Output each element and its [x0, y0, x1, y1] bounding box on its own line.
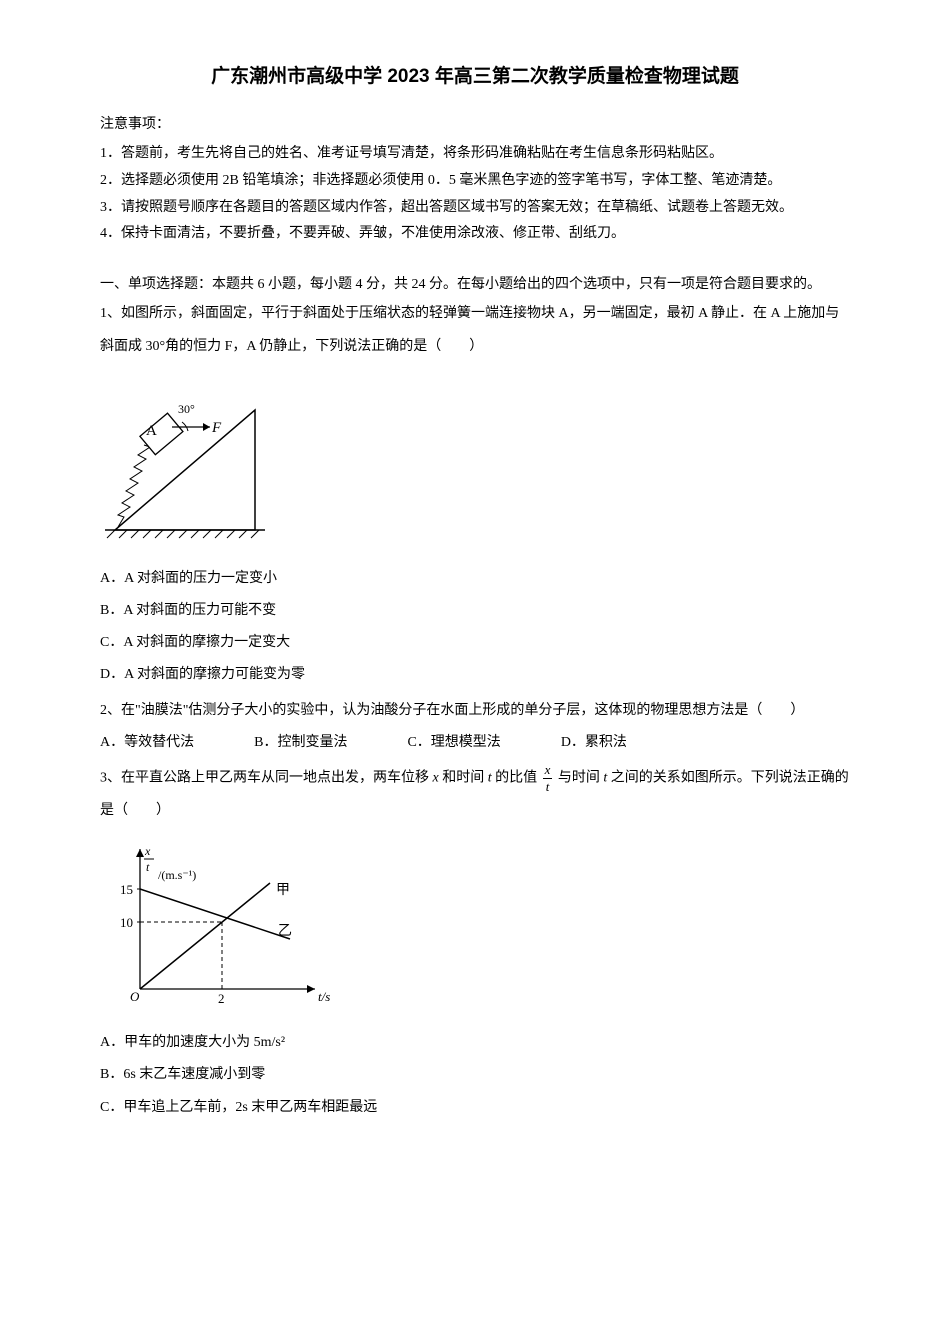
q3-text-mid3: 与时间: [554, 771, 603, 786]
angle-label: 30°: [178, 402, 195, 416]
q2-option-b: B．控制变量法: [254, 728, 347, 759]
q3-text-prefix: 3、在平直公路上甲乙两车从同一地点出发，两车位移: [100, 771, 433, 786]
label-a: A: [146, 423, 157, 439]
notice-item-1: 1．答题前，考生先将自己的姓名、准考证号填写清楚，将条形码准确粘贴在考生信息条形…: [100, 141, 850, 168]
question-1-figure: A F 30°: [100, 375, 850, 545]
graph-svg: x t /(m.s⁻¹) O t/s 10 15 2 甲 乙: [100, 839, 340, 1009]
q1-option-b: B．A 对斜面的压力可能不变: [100, 595, 850, 627]
q2-option-c: C．理想模型法: [407, 728, 500, 759]
q3-frac-num: x: [543, 762, 553, 779]
q3-text-mid1: 和时间: [439, 771, 488, 786]
q1-option-a: A．A 对斜面的压力一定变小: [100, 563, 850, 595]
section-intro: 一、单项选择题：本题共 6 小题，每小题 4 分，共 24 分。在每小题给出的四…: [100, 272, 850, 299]
label-yi: 乙: [278, 923, 292, 939]
ytick-15: 15: [120, 882, 133, 897]
question-1-text: 1、如图所示，斜面固定，平行于斜面处于压缩状态的轻弹簧一端连接物块 A，另一端固…: [100, 298, 850, 362]
notice-item-4: 4．保持卡面清洁，不要折叠，不要弄破、弄皱，不准使用涂改液、修正带、刮纸刀。: [100, 221, 850, 248]
xtick-2: 2: [218, 991, 225, 1006]
x-unit-label: t/s: [318, 989, 330, 1004]
ytick-10: 10: [120, 915, 133, 930]
q1-option-d: D．A 对斜面的摩擦力可能变为零: [100, 659, 850, 691]
question-2-text: 2、在"油膜法"估测分子大小的实验中，认为油酸分子在水面上形成的单分子层，这体现…: [100, 695, 850, 727]
notice-item-3: 3．请按照题号顺序在各题目的答题区域内作答，超出答题区域书写的答案无效；在草稿纸…: [100, 195, 850, 222]
label-jia: 甲: [276, 883, 290, 898]
q2-options-row: A．等效替代法 B．控制变量法 C．理想模型法 D．累积法: [100, 728, 850, 759]
q1-option-c: C．A 对斜面的摩擦力一定变大: [100, 627, 850, 659]
ylabel-den: t: [146, 860, 150, 874]
q3-option-b: B．6s 末乙车速度减小到零: [100, 1059, 850, 1091]
q3-option-a: A．甲车的加速度大小为 5m/s²: [100, 1027, 850, 1059]
q2-option-d: D．累积法: [561, 728, 627, 759]
q3-option-c: C．甲车追上乙车前，2s 末甲乙两车相距最远: [100, 1092, 850, 1124]
label-f: F: [211, 420, 222, 436]
notice-header: 注意事项：: [100, 112, 850, 137]
origin-label: O: [130, 989, 140, 1004]
question-3-figure: x t /(m.s⁻¹) O t/s 10 15 2 甲 乙: [100, 839, 850, 1009]
y-unit-label: /(m.s⁻¹): [158, 868, 196, 882]
q2-option-a: A．等效替代法: [100, 728, 194, 759]
q3-text-mid2: 的比值: [492, 771, 541, 786]
incline-diagram-svg: A F 30°: [100, 375, 270, 545]
ylabel-num: x: [144, 844, 151, 858]
page-title: 广东潮州市高级中学 2023 年高三第二次教学质量检查物理试题: [100, 60, 850, 94]
question-3-text: 3、在平直公路上甲乙两车从同一地点出发，两车位移 x 和时间 t 的比值 xt …: [100, 762, 850, 827]
notice-item-2: 2．选择题必须使用 2B 铅笔填涂；非选择题必须使用 0．5 毫米黑色字迹的签字…: [100, 168, 850, 195]
q3-fraction: xt: [543, 762, 553, 794]
q3-frac-den: t: [543, 779, 553, 795]
